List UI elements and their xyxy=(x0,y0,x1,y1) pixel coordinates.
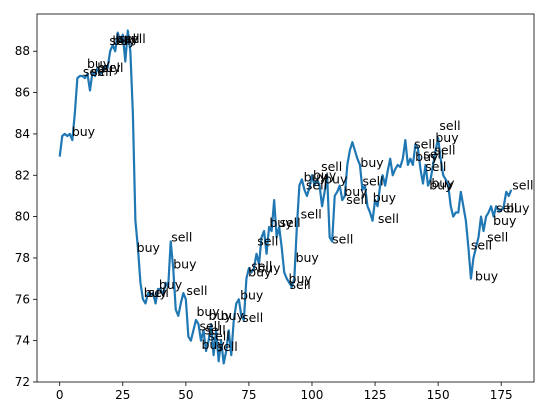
x-tick-label: 75 xyxy=(241,388,256,402)
annotation: buy xyxy=(87,56,111,71)
annotation: sell xyxy=(512,178,533,193)
x-tick-label: 50 xyxy=(178,388,193,402)
plot-area: buysellbuysellbuysellsellbuybuysellsellb… xyxy=(58,29,533,365)
annotation: buy xyxy=(296,250,320,265)
annotation: buy xyxy=(324,172,348,187)
annotation: sell xyxy=(257,234,278,249)
annotation: buy xyxy=(373,190,397,205)
annotation: buy xyxy=(97,60,121,75)
annotation: buy xyxy=(173,256,197,271)
annotation: sell xyxy=(199,318,220,333)
x-tick-label: 150 xyxy=(427,388,450,402)
annotation: sell xyxy=(83,64,104,79)
annotation: sell xyxy=(332,231,353,246)
annotation: buy xyxy=(313,167,337,182)
annotation: buy xyxy=(304,169,328,184)
annotation: sell xyxy=(306,178,327,193)
annotation: sell xyxy=(301,207,322,222)
annotation: buy xyxy=(429,178,453,193)
annotation: buy xyxy=(72,124,96,139)
annotation: sell xyxy=(251,258,272,273)
y-tick-label: 74 xyxy=(15,334,30,348)
annotation: buy xyxy=(415,149,439,164)
annotation: sell xyxy=(321,159,342,174)
annotation: sell xyxy=(125,31,146,46)
y-tick-label: 88 xyxy=(15,44,30,58)
annotation: buy xyxy=(257,260,281,275)
x-tick-label: 175 xyxy=(490,388,513,402)
y-tick-label: 76 xyxy=(15,292,30,306)
annotation: sell xyxy=(425,159,446,174)
annotation: buy xyxy=(493,213,517,228)
annotation: sell xyxy=(439,118,460,133)
y-tick-label: 86 xyxy=(15,86,30,100)
annotation: sell xyxy=(186,283,207,298)
annotation: buy xyxy=(269,215,293,230)
annotation: sell xyxy=(102,60,123,75)
annotation: buy xyxy=(475,269,499,284)
annotation: buy xyxy=(289,271,313,286)
axes-frame xyxy=(36,13,535,383)
y-tick-label: 82 xyxy=(15,168,30,182)
annotation: buy xyxy=(196,304,220,319)
annotation: buy xyxy=(248,265,272,280)
annotation: sell xyxy=(362,174,383,189)
annotation: buy xyxy=(360,155,384,170)
annotation: buy xyxy=(112,33,136,48)
x-tick-label: 100 xyxy=(301,388,324,402)
annotation: sell xyxy=(290,277,311,292)
annotation: sell xyxy=(217,339,238,354)
annotation: sell xyxy=(279,215,300,230)
annotation: buy xyxy=(221,308,245,323)
annotation: sell xyxy=(434,143,455,158)
line xyxy=(58,29,513,365)
y-tick-label: 84 xyxy=(15,127,30,141)
annotation: buy xyxy=(435,130,459,145)
annotation: sell xyxy=(209,329,230,344)
annotation: buy xyxy=(137,240,161,255)
y-tick-label: 80 xyxy=(15,210,30,224)
annotation: sell xyxy=(423,147,444,162)
annotation: sell xyxy=(148,285,169,300)
annotation: buy xyxy=(159,277,183,292)
annotation: sell xyxy=(118,31,139,46)
annotation: sell xyxy=(109,33,130,48)
annotation: buy xyxy=(344,184,368,199)
annotation: sell xyxy=(487,229,508,244)
x-tick-label: 0 xyxy=(56,388,64,402)
annotation: sell xyxy=(471,238,492,253)
annotation: sell xyxy=(378,211,399,226)
y-tick-label: 78 xyxy=(15,251,30,265)
annotation: sell xyxy=(205,322,226,337)
annotation: buy xyxy=(431,176,455,191)
annotation: buy xyxy=(115,31,139,46)
x-tick-label: 25 xyxy=(115,388,130,402)
x-tick-label: 125 xyxy=(364,388,387,402)
annotation: sell xyxy=(496,200,517,215)
y-tick-label: 72 xyxy=(15,375,30,389)
annotation: buy xyxy=(506,200,530,215)
annotation: sell xyxy=(171,229,192,244)
annotation: sell xyxy=(91,64,112,79)
annotation: buy xyxy=(144,285,168,300)
annotation: buy xyxy=(240,287,264,302)
annotation: sell xyxy=(346,192,367,207)
annotation: sell xyxy=(414,136,435,151)
annotation: buy xyxy=(209,308,233,323)
annotation: sell xyxy=(242,310,263,325)
annotation: buy xyxy=(201,337,225,352)
